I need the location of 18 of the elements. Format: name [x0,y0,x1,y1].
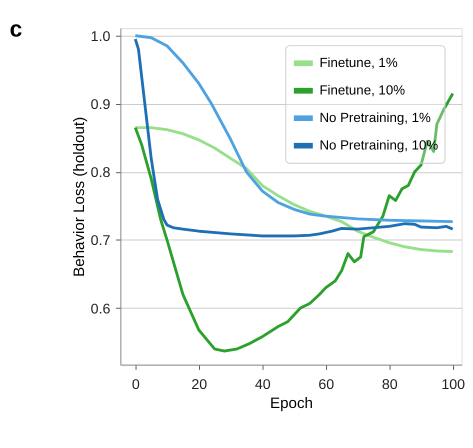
y-tick-label: 0.9 [90,96,111,113]
y-tick-label: 1.0 [90,28,111,45]
y-axis-title: Behavior Loss (holdout) [71,116,88,277]
y-tick-label: 0.6 [90,301,111,318]
x-tick-label: 0 [132,376,140,393]
y-tick-label: 0.7 [90,233,111,250]
legend-label: Finetune, 10% [319,82,406,98]
legend-label: No Pretraining, 1% [319,110,431,125]
x-tick-label: 80 [382,376,398,393]
legend-label: Finetune, 1% [319,55,398,70]
chart-title: c [10,16,22,42]
x-axis-title: Epoch [270,394,313,412]
y-tick-label: 0.8 [90,165,111,182]
x-tick-label: 20 [191,376,208,393]
x-tick-label: 40 [254,376,271,393]
x-tick-label: 60 [318,376,334,393]
x-tick-label: 100 [441,376,466,393]
line-series [134,126,454,254]
